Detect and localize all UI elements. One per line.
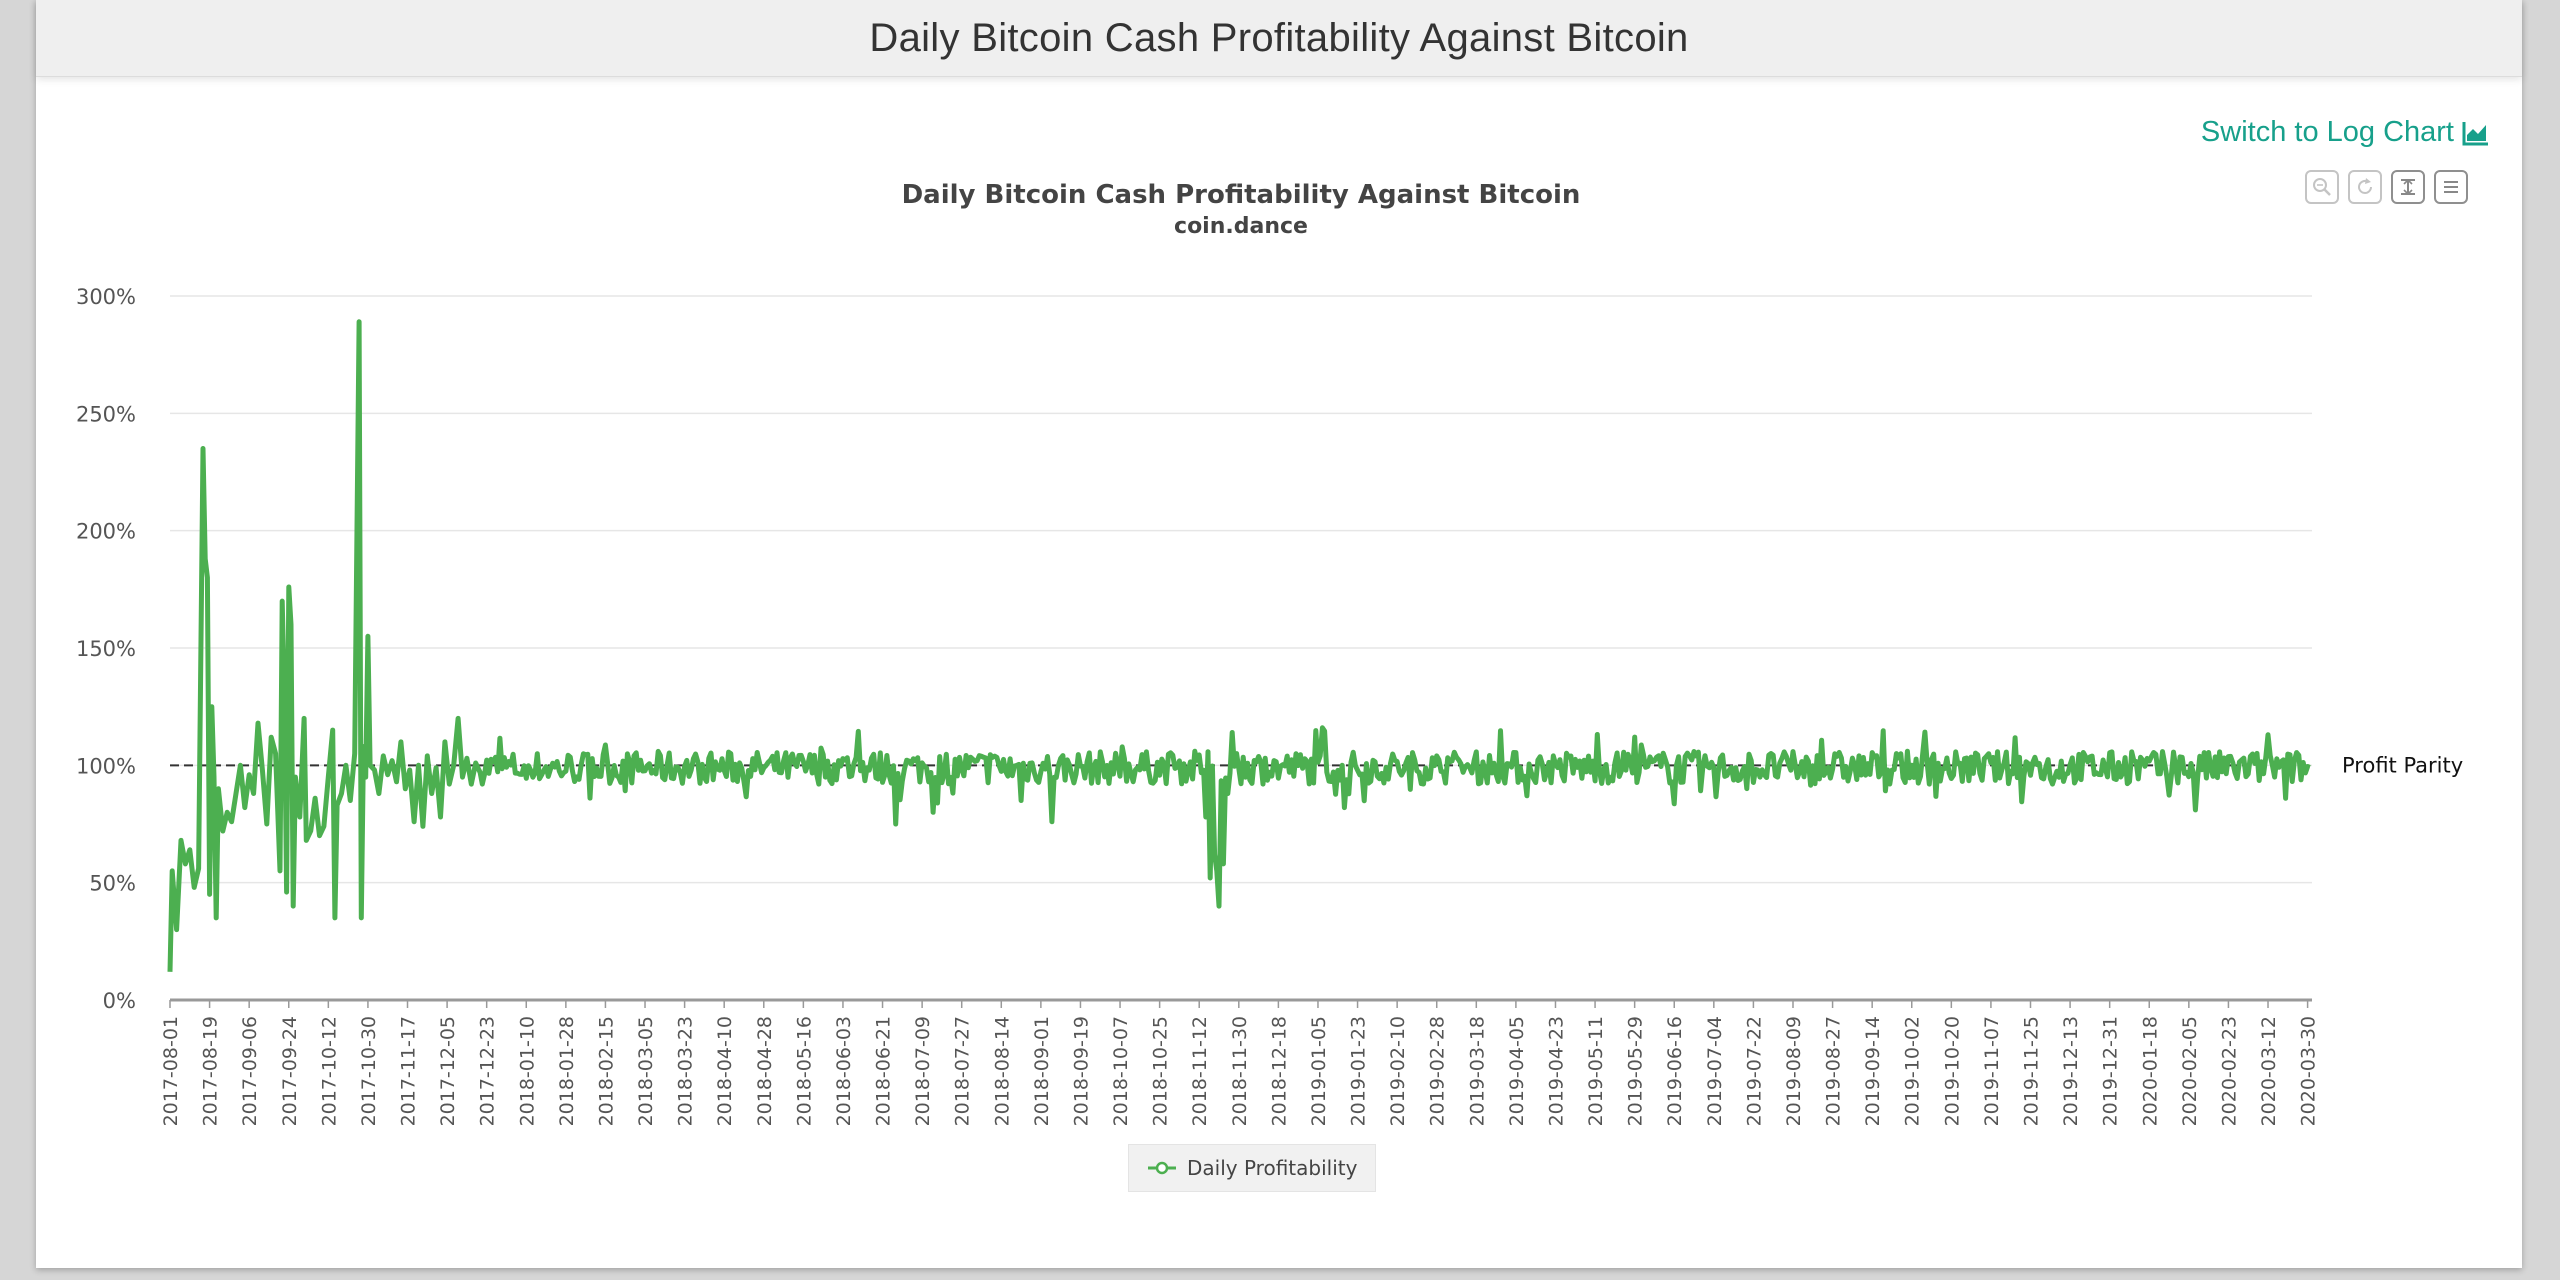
x-tick-label: 2017-09-24 bbox=[279, 1016, 301, 1126]
x-tick-label: 2018-09-19 bbox=[1070, 1016, 1092, 1126]
x-tick-label: 2018-04-28 bbox=[754, 1016, 776, 1126]
chart-subtitle: coin.dance bbox=[1174, 214, 1308, 239]
switch-log-chart-link[interactable]: Switch to Log Chart bbox=[2201, 116, 2490, 149]
y-tick-label: 200% bbox=[76, 520, 136, 544]
x-tick-label: 2018-07-27 bbox=[952, 1016, 974, 1126]
reset-zoom-icon bbox=[2358, 178, 2372, 194]
series-line-daily-profitability bbox=[167, 319, 2311, 972]
chart-toolbar bbox=[2305, 170, 2468, 204]
x-tick-label: 2018-10-25 bbox=[1150, 1016, 1172, 1126]
x-tick-label: 2019-02-28 bbox=[1427, 1016, 1449, 1126]
legend-line-marker-icon bbox=[1148, 1161, 1176, 1175]
x-tick-label: 2019-02-10 bbox=[1387, 1016, 1409, 1126]
x-tick-label: 2019-03-18 bbox=[1466, 1016, 1488, 1126]
x-tick-label: 2019-07-22 bbox=[1743, 1016, 1765, 1126]
x-tick-label: 2018-02-15 bbox=[595, 1016, 617, 1126]
x-tick-label: 2017-09-06 bbox=[239, 1016, 261, 1126]
x-tick-label: 2020-01-18 bbox=[2139, 1016, 2161, 1126]
x-tick-label: 2019-01-05 bbox=[1308, 1016, 1330, 1126]
x-tick-label: 2018-06-21 bbox=[873, 1016, 895, 1126]
legend-item-daily-profitability[interactable]: Daily Profitability bbox=[1128, 1144, 1377, 1192]
x-tick-label: 2019-10-20 bbox=[1941, 1016, 1963, 1126]
x-tick-label: 2019-06-16 bbox=[1664, 1016, 1686, 1126]
x-tick-label: 2018-08-14 bbox=[991, 1016, 1013, 1126]
x-tick-label: 2017-12-23 bbox=[477, 1016, 499, 1126]
y-tick-label: 50% bbox=[89, 872, 136, 896]
menu-icon bbox=[2444, 181, 2458, 193]
x-tick-label: 2020-02-05 bbox=[2179, 1016, 2201, 1126]
x-tick-label: 2019-12-31 bbox=[2100, 1016, 2122, 1126]
x-tick-label: 2019-12-13 bbox=[2060, 1016, 2082, 1126]
zoom-in-icon bbox=[2313, 178, 2331, 196]
y-tick-label: 0% bbox=[103, 989, 136, 1013]
y-tick-label: 100% bbox=[76, 754, 136, 778]
x-tick-label: 2017-12-05 bbox=[437, 1016, 459, 1126]
x-tick-label: 2017-08-01 bbox=[160, 1016, 182, 1126]
x-tick-label: 2018-01-28 bbox=[556, 1016, 578, 1126]
page-title: Daily Bitcoin Cash Profitability Against… bbox=[869, 15, 1689, 60]
reset-zoom-button[interactable] bbox=[2348, 170, 2382, 204]
x-tick-label: 2019-07-04 bbox=[1704, 1016, 1726, 1126]
x-tick-label: 2017-08-19 bbox=[200, 1016, 222, 1126]
x-tick-label: 2019-04-23 bbox=[1545, 1016, 1567, 1126]
y-tick-label: 250% bbox=[76, 402, 136, 426]
x-tick-label: 2019-10-02 bbox=[1902, 1016, 1924, 1126]
x-tick-label: 2020-03-12 bbox=[2258, 1016, 2280, 1126]
x-tick-label: 2019-05-29 bbox=[1625, 1016, 1647, 1126]
x-tick-label: 2020-03-30 bbox=[2298, 1016, 2320, 1126]
x-tick-label: 2020-02-23 bbox=[2218, 1016, 2240, 1126]
select-zoom-icon bbox=[2401, 178, 2415, 196]
x-tick-label: 2019-11-25 bbox=[2021, 1016, 2043, 1126]
menu-button[interactable] bbox=[2434, 170, 2468, 204]
x-tick-label: 2017-10-30 bbox=[358, 1016, 380, 1126]
profit-parity-label: Profit Parity bbox=[2342, 753, 2463, 777]
x-tick-label: 2018-05-16 bbox=[793, 1016, 815, 1126]
x-tick-label: 2018-03-23 bbox=[675, 1016, 697, 1126]
legend-label: Daily Profitability bbox=[1187, 1156, 1358, 1180]
chart-title: Daily Bitcoin Cash Profitability Against… bbox=[901, 180, 1581, 210]
x-tick-label: 2018-10-07 bbox=[1110, 1016, 1132, 1126]
x-tick-label: 2019-05-11 bbox=[1585, 1016, 1607, 1126]
x-tick-label: 2019-08-27 bbox=[1823, 1016, 1845, 1126]
x-tick-label: 2019-08-09 bbox=[1783, 1016, 1805, 1126]
x-tick-label: 2017-10-12 bbox=[318, 1016, 340, 1126]
x-tick-label: 2018-04-10 bbox=[714, 1016, 736, 1126]
x-tick-label: 2018-06-03 bbox=[833, 1016, 855, 1126]
x-tick-label: 2019-09-14 bbox=[1862, 1016, 1884, 1126]
chart-svg: 0% 50% 100% 150% 200% 250% 300% 2017-08-01 2017-… bbox=[76, 285, 2463, 1126]
page-container: Daily Bitcoin Cash Profitability Against… bbox=[36, 0, 2522, 1268]
switch-log-chart-label: Switch to Log Chart bbox=[2200, 116, 2454, 148]
select-zoom-button[interactable] bbox=[2391, 170, 2425, 204]
x-tick-label: 2018-01-10 bbox=[516, 1016, 538, 1126]
x-tick-label: 2017-11-17 bbox=[398, 1016, 420, 1126]
x-tick-label: 2019-01-23 bbox=[1348, 1016, 1370, 1126]
y-tick-label: 150% bbox=[76, 637, 136, 661]
x-tick-label: 2018-09-01 bbox=[1031, 1016, 1053, 1126]
page-header: Daily Bitcoin Cash Profitability Against… bbox=[36, 0, 2522, 77]
x-tick-label: 2018-11-30 bbox=[1229, 1016, 1251, 1126]
zoom-in-button[interactable] bbox=[2305, 170, 2339, 204]
x-tick-label: 2019-11-07 bbox=[1981, 1016, 2003, 1126]
x-tick-label: 2018-03-05 bbox=[635, 1016, 657, 1126]
y-tick-label: 300% bbox=[76, 285, 136, 309]
x-tick-label: 2018-12-18 bbox=[1268, 1016, 1290, 1126]
area-chart-icon bbox=[2462, 121, 2488, 145]
x-tick-label: 2018-07-09 bbox=[912, 1016, 934, 1126]
chart-container: Daily Bitcoin Cash Profitability Against… bbox=[36, 150, 2522, 1250]
x-tick-label: 2018-11-12 bbox=[1189, 1016, 1211, 1126]
x-tick-label: 2019-04-05 bbox=[1506, 1016, 1528, 1126]
